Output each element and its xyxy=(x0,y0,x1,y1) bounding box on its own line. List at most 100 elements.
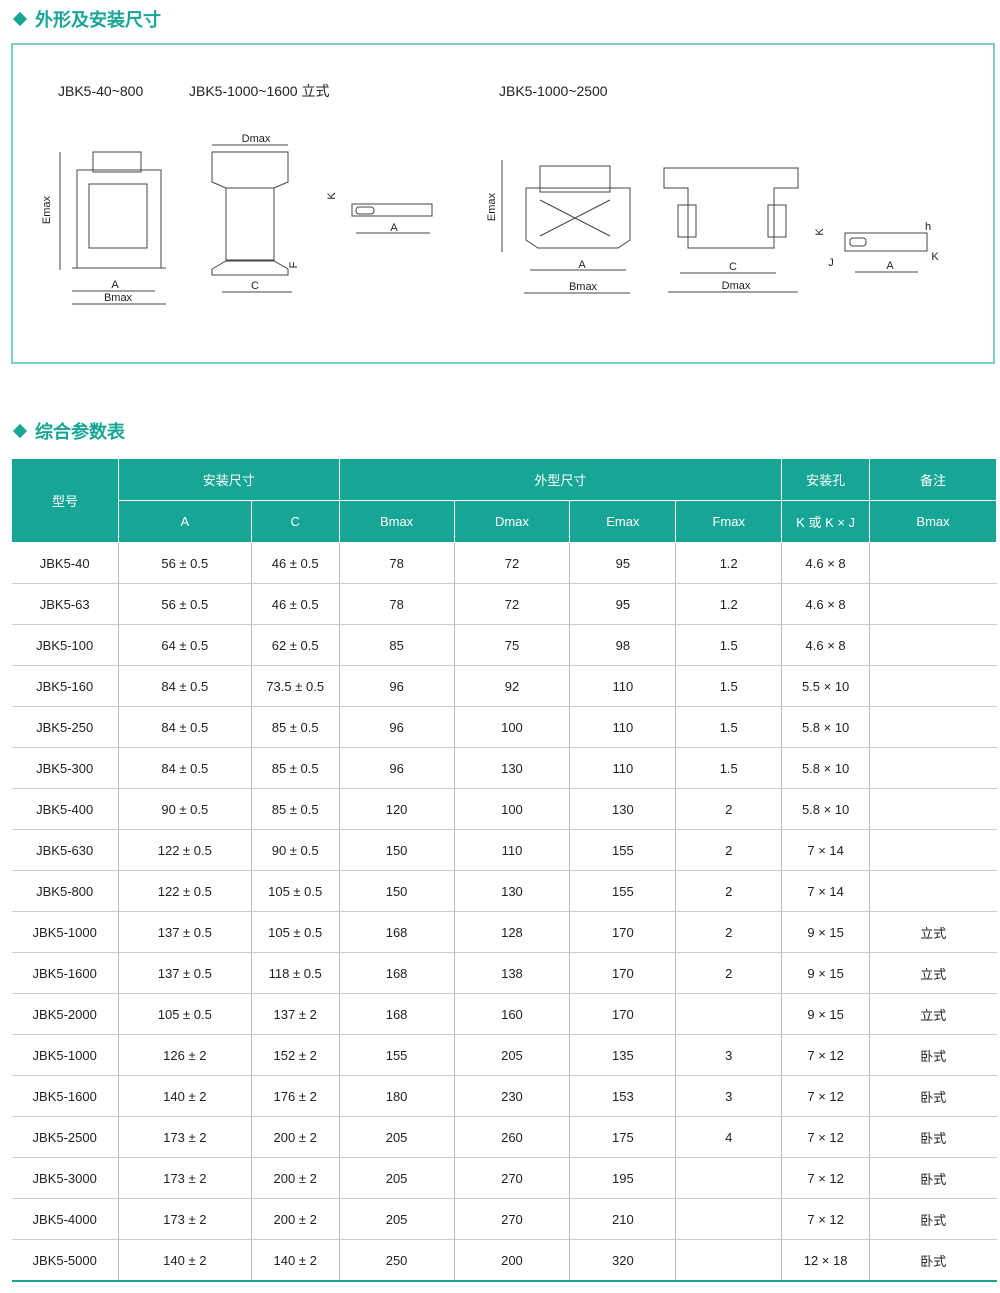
table-cell xyxy=(869,747,997,789)
drawing-lines xyxy=(59,144,928,305)
table-cell: 95 xyxy=(569,583,676,625)
table-cell: 140 ± 2 xyxy=(117,1239,252,1282)
table-row: JBK5-2500 173 ± 2 200 ± 2 205 260 175 4 7 × 12 卧… xyxy=(11,1116,997,1158)
dimension-label: F xyxy=(288,261,300,268)
table-cell: 1.2 xyxy=(675,542,782,584)
table-cell: 85 ± 0.5 xyxy=(250,706,340,748)
table-cell: JBK5-1000 xyxy=(11,911,119,953)
table-cell: 168 xyxy=(338,911,455,953)
dimension-label: K xyxy=(814,228,826,236)
table-row: JBK5-1600 137 ± 0.5 118 ± 0.5 168 138 170 2 9 ×… xyxy=(11,952,997,994)
table-cell: 155 xyxy=(338,1034,455,1076)
dimension-label: A xyxy=(111,279,119,291)
table-cell: 56 ± 0.5 xyxy=(117,542,252,584)
table-row: JBK5-160 84 ± 0.5 73.5 ± 0.5 96 92 110 1.5 5.5 … xyxy=(11,665,997,707)
table-cell: 160 xyxy=(453,993,570,1035)
table-cell: 155 xyxy=(569,870,676,912)
table-cell: 84 ± 0.5 xyxy=(117,747,252,789)
table-cell xyxy=(675,1239,782,1282)
table-cell: 46 ± 0.5 xyxy=(250,542,340,584)
table-cell: 110 xyxy=(569,665,676,707)
table-cell: 140 ± 2 xyxy=(117,1075,252,1117)
dimension-label: Bmax xyxy=(569,281,598,293)
section-title-text: 外形及安装尺寸 xyxy=(35,10,161,30)
table-cell: 卧式 xyxy=(869,1239,997,1282)
table-cell xyxy=(869,583,997,625)
table-row: JBK5-1600 140 ± 2 176 ± 2 180 230 153 3 7 × 12 卧… xyxy=(11,1075,997,1117)
table-cell: 1.5 xyxy=(675,624,782,666)
table-cell: JBK5-40 xyxy=(11,542,119,584)
table-cell: 90 ± 0.5 xyxy=(117,788,252,830)
header-cell: Dmax xyxy=(453,500,571,543)
table-cell: 122 ± 0.5 xyxy=(117,829,252,871)
diagram-box xyxy=(11,43,995,364)
dimension-label: Bmax xyxy=(104,292,133,304)
diagram-title: JBK5-1000~2500 xyxy=(499,83,608,99)
table-cell: 270 xyxy=(453,1198,570,1240)
header-row: A C Bmax Dmax Emax Fmax K 或 K × J Bmax xyxy=(12,500,997,543)
table-cell: 5.5 × 10 xyxy=(781,665,870,707)
table-cell: 7 × 14 xyxy=(781,829,870,871)
table-cell: 110 xyxy=(569,706,676,748)
header-cell: Bmax xyxy=(869,500,997,543)
table-cell: 卧式 xyxy=(869,1198,997,1240)
table-cell: 46 ± 0.5 xyxy=(250,583,340,625)
table-cell: JBK5-2500 xyxy=(11,1116,119,1158)
table-cell: 200 ± 2 xyxy=(250,1157,340,1199)
table-cell: 1.5 xyxy=(675,706,782,748)
table-row: JBK5-1000 137 ± 0.5 105 ± 0.5 168 128 170 2 9 ×… xyxy=(11,911,997,953)
table-row: JBK5-630 122 ± 0.5 90 ± 0.5 150 110 155 2 7 × 1… xyxy=(11,829,997,871)
table-cell: 92 xyxy=(453,665,570,707)
table-cell: 150 xyxy=(338,829,455,871)
table-cell: 75 xyxy=(453,624,570,666)
table-row: JBK5-5000 140 ± 2 140 ± 2 250 200 320 12 × 18 卧… xyxy=(11,1239,997,1282)
table-row: JBK5-4000 173 ± 2 200 ± 2 205 270 210 7 × 12 卧式 xyxy=(11,1198,997,1240)
table-cell: 1.2 xyxy=(675,583,782,625)
table-cell: 200 ± 2 xyxy=(250,1116,340,1158)
table-cell: JBK5-100 xyxy=(11,624,119,666)
table-cell: JBK5-1000 xyxy=(11,1034,119,1076)
table-cell: 105 ± 0.5 xyxy=(250,870,340,912)
table-cell xyxy=(675,1198,782,1240)
table-cell: 5.8 × 10 xyxy=(781,747,870,789)
header-row: 型号 安装尺寸 外型尺寸 安装孔 备注 xyxy=(11,458,997,543)
table-cell xyxy=(869,829,997,871)
header-cell: 安装尺寸 xyxy=(117,458,340,501)
table-cell: 110 xyxy=(569,747,676,789)
table-cell: 4.6 × 8 xyxy=(781,583,870,625)
table-cell: 7 × 12 xyxy=(781,1034,870,1076)
table-cell: 205 xyxy=(338,1198,455,1240)
table-cell: 130 xyxy=(569,788,676,830)
table-cell: 卧式 xyxy=(869,1157,997,1199)
table-cell: 176 ± 2 xyxy=(250,1075,340,1117)
table-cell: 1.5 xyxy=(675,747,782,789)
table-cell: 78 xyxy=(338,583,455,625)
table-cell: 73.5 ± 0.5 xyxy=(250,665,340,707)
table-cell: 3 xyxy=(675,1075,782,1117)
table-cell: 205 xyxy=(338,1157,455,1199)
header-cell: 备注 xyxy=(869,458,997,501)
table-cell: JBK5-5000 xyxy=(11,1239,119,1282)
table-row: JBK5-100 64 ± 0.5 62 ± 0.5 85 75 98 1.5 4.6 × 8 xyxy=(11,624,997,666)
table-cell: 5.8 × 10 xyxy=(781,706,870,748)
table-cell: 96 xyxy=(338,706,455,748)
drawings: JBK5-40~800 JBK5-1000~1600 立式 JBK5-1000~… xyxy=(41,83,939,305)
table-cell: 立式 xyxy=(869,911,997,953)
dimension-label: h xyxy=(925,221,931,233)
dimension-label: A xyxy=(390,222,398,234)
table-cell: 138 xyxy=(453,952,570,994)
table-cell: 120 xyxy=(338,788,455,830)
table-cell: 84 ± 0.5 xyxy=(117,665,252,707)
section-title: 综合参数表 xyxy=(12,418,125,444)
dimension-label: A xyxy=(578,259,586,271)
dimension-label: A xyxy=(886,260,894,272)
table-cell: 130 xyxy=(453,747,570,789)
table-cell: 立式 xyxy=(869,993,997,1035)
table-row: JBK5-1000 126 ± 2 152 ± 2 155 205 135 3 7 × 12 卧… xyxy=(11,1034,997,1076)
table-cell: 122 ± 0.5 xyxy=(117,870,252,912)
table-cell: 2 xyxy=(675,870,782,912)
table-cell: JBK5-630 xyxy=(11,829,119,871)
dimension-label: Dmax xyxy=(722,280,751,292)
dimension-label: Dmax xyxy=(242,133,271,145)
